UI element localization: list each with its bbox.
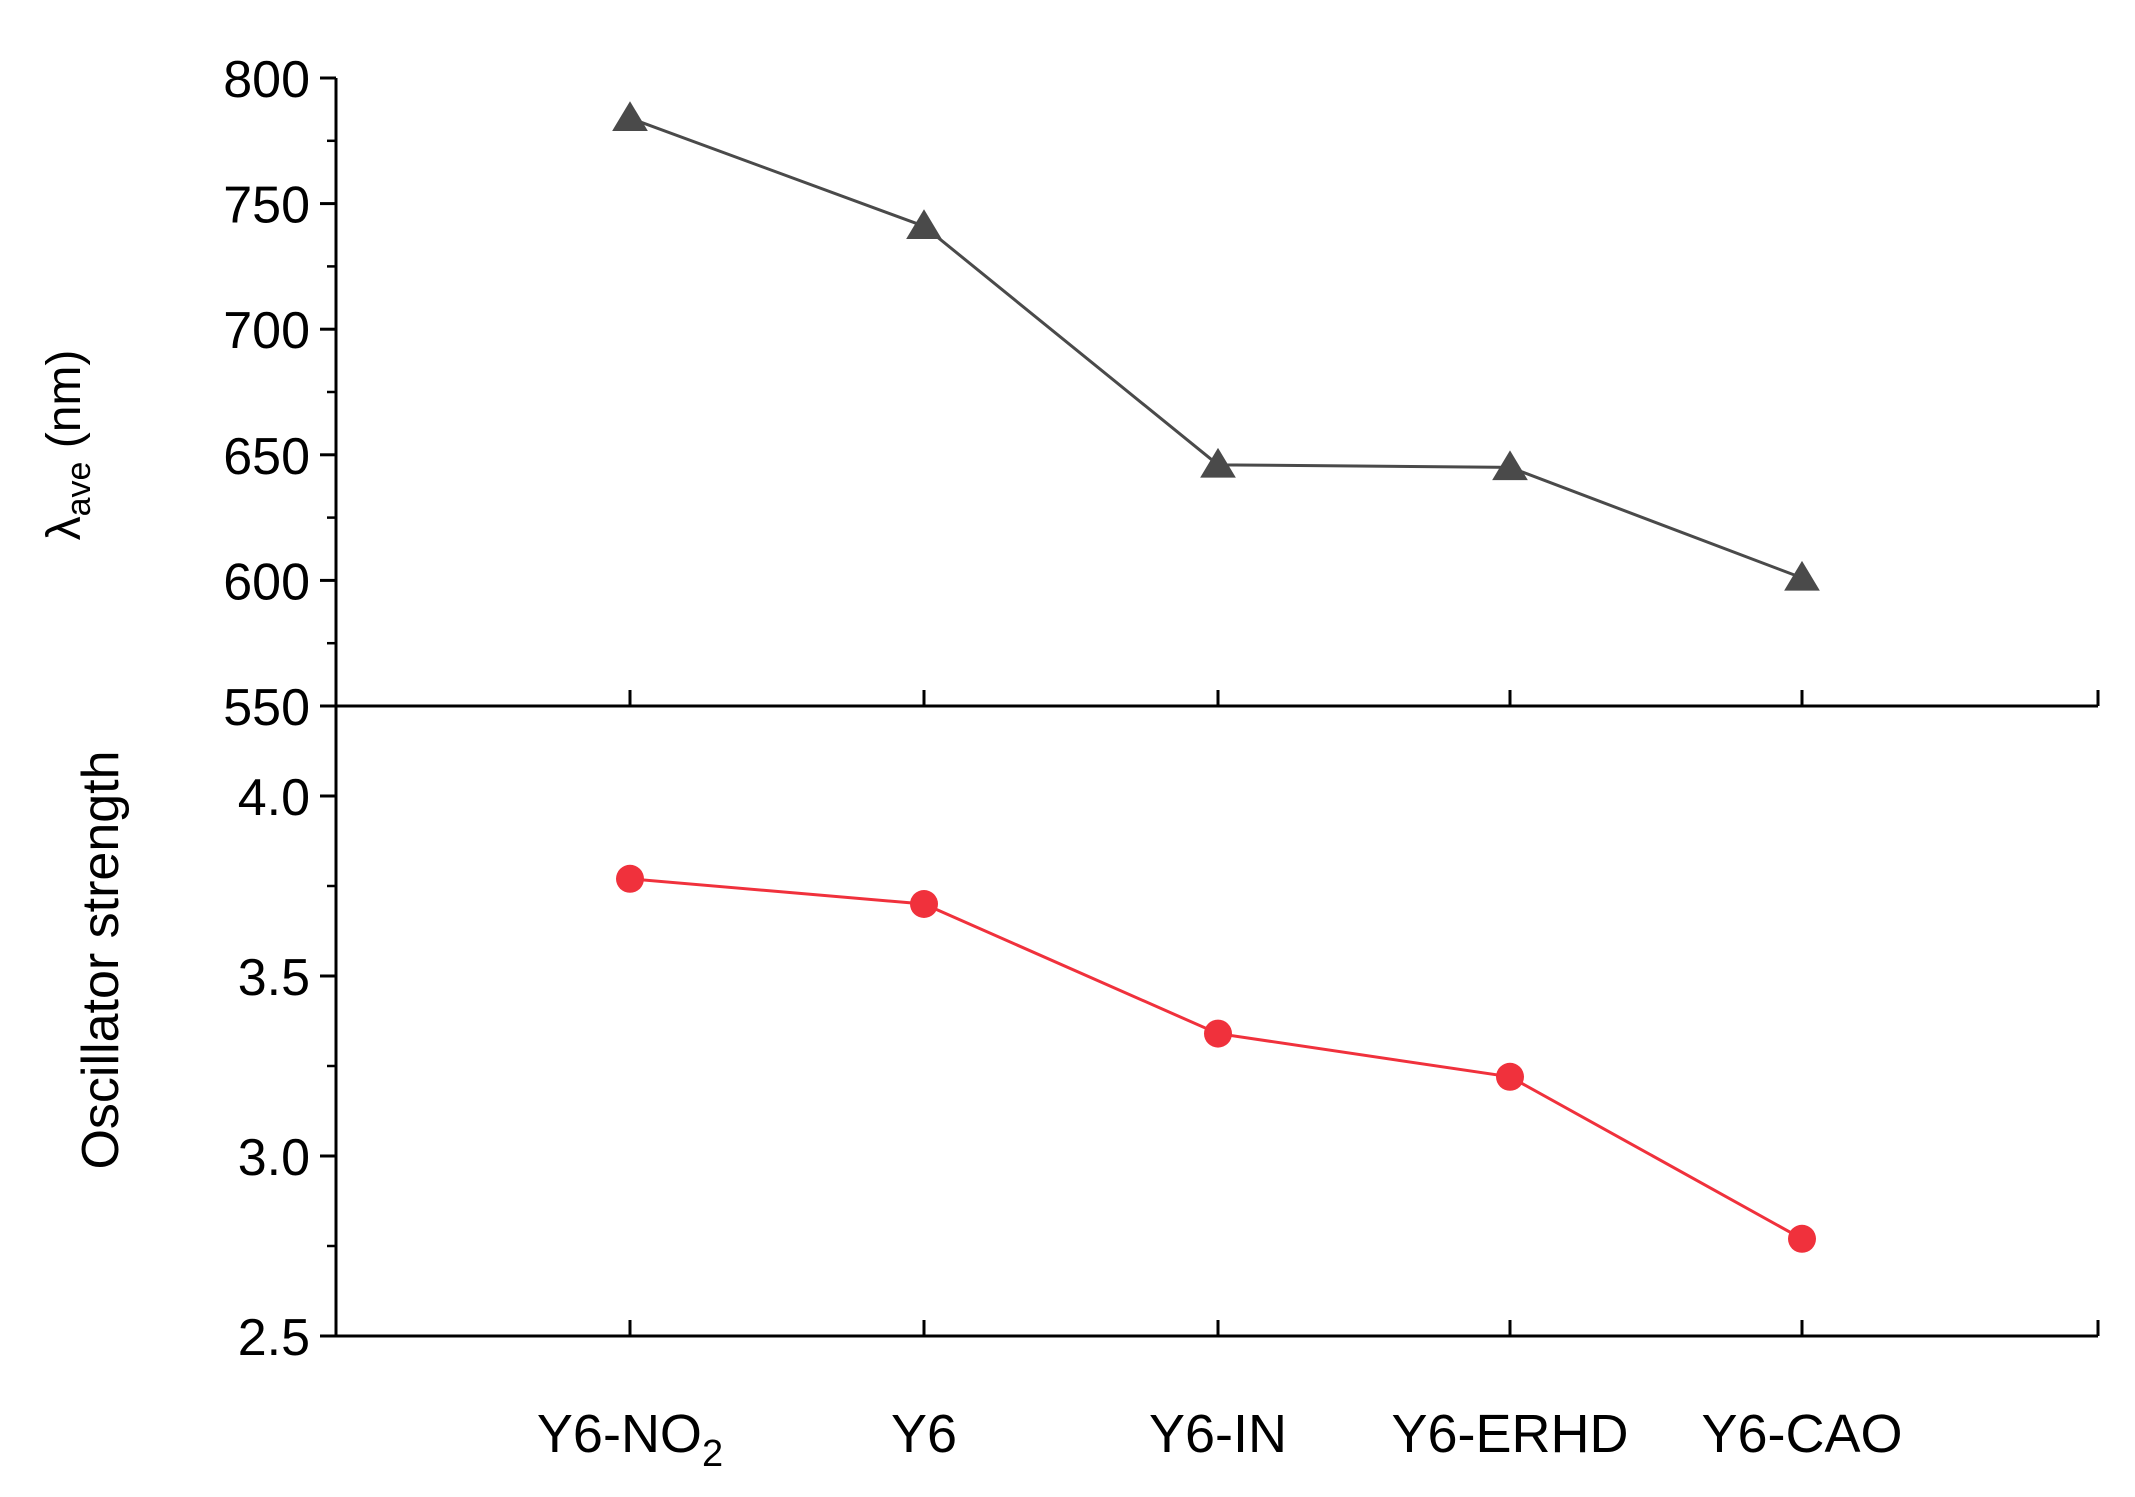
bottom-y-tick-label: 2.5 <box>238 1309 310 1367</box>
bottom-y-tick-label: 3.5 <box>238 949 310 1007</box>
x-tick-label: Y6 <box>891 1404 957 1464</box>
x-tick-label: Y6-ERHD <box>1391 1404 1628 1464</box>
x-tick-labels: Y6-NO2 Y6 Y6-IN Y6-ERHD Y6-CAO <box>537 1404 1903 1475</box>
bottom-data-point-circle <box>1496 1062 1524 1091</box>
bottom-data-point-circle <box>1788 1224 1816 1253</box>
top-panel: λave (nm) 550 600 650 700 750 800 <box>38 51 2100 737</box>
top-y-tick-label: 600 <box>223 553 310 611</box>
bottom-panel: Oscillator strength 2.5 3.0 3.5 4.0 <box>72 706 2100 1367</box>
bottom-data-point-circle <box>616 864 644 893</box>
top-data-point-triangle <box>1200 447 1236 478</box>
top-y-tick-label: 700 <box>223 302 310 360</box>
top-data-point-triangle <box>906 209 942 239</box>
top-y-axis-label-unit: (nm) <box>38 350 91 462</box>
x-tick-label: Y6-NO2 <box>537 1404 723 1475</box>
top-data-point-triangle <box>1492 450 1528 481</box>
bottom-data-point-circle <box>910 890 938 918</box>
top-y-axis-label-main: λ <box>38 516 91 540</box>
bottom-y-tick-label: 3.0 <box>238 1129 310 1187</box>
x-tick-label-sub: 2 <box>702 1433 723 1475</box>
top-y-tick-label: 800 <box>223 51 310 109</box>
top-y-axis-label-sub: ave <box>60 462 98 517</box>
x-tick-label-main: Y6-CAO <box>1701 1404 1902 1464</box>
bottom-series-line <box>629 877 1803 1241</box>
bottom-y-axis-label: Oscillator strength <box>72 750 130 1169</box>
x-tick-label-main: Y6-NO <box>537 1404 702 1464</box>
x-tick-label-main: Y6-IN <box>1149 1404 1287 1464</box>
top-y-tick-label: 750 <box>223 177 310 235</box>
top-series-line <box>629 116 1803 580</box>
x-tick-label: Y6-IN <box>1149 1404 1287 1464</box>
top-y-tick-label: 650 <box>223 428 310 486</box>
bottom-y-tick-label: 4.0 <box>238 769 310 827</box>
bottom-data-point-circle <box>1204 1019 1232 1048</box>
top-y-axis-label: λave (nm) <box>38 350 98 541</box>
top-y-tick-label: 550 <box>223 679 310 737</box>
top-data-point-triangle <box>1784 560 1820 591</box>
top-data-point-triangle <box>612 101 648 131</box>
x-tick-label-main: Y6 <box>891 1404 957 1464</box>
x-tick-label: Y6-CAO <box>1701 1404 1902 1464</box>
x-tick-label-main: Y6-ERHD <box>1391 1404 1628 1464</box>
